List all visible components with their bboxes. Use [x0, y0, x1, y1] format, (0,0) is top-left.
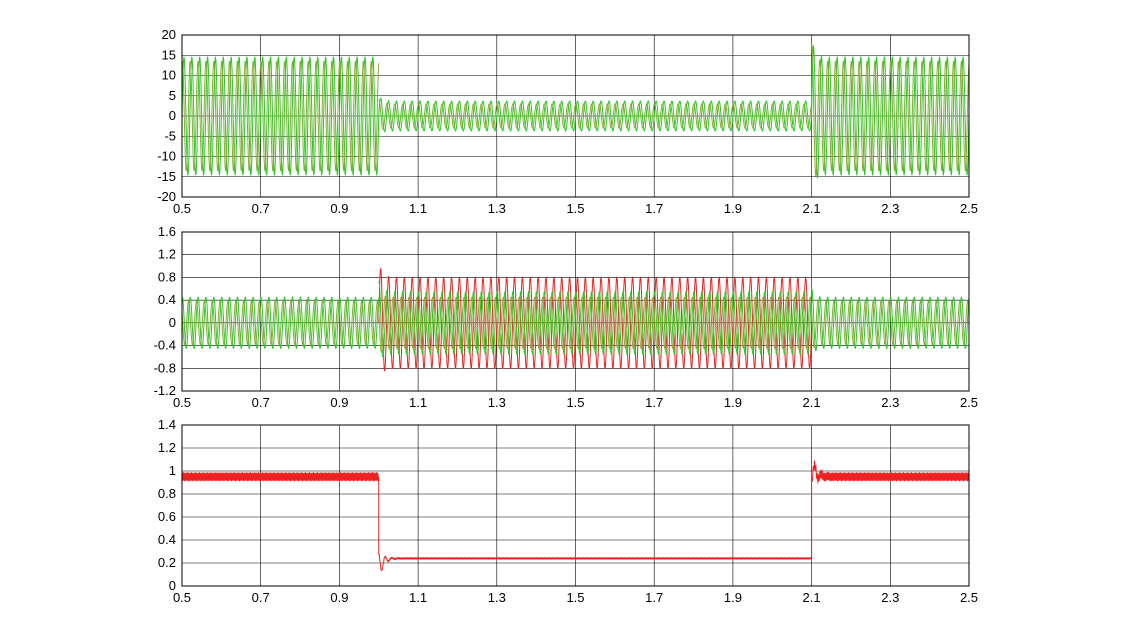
y-tick-label: 0 [169, 108, 176, 123]
y-tick-label: 15 [162, 47, 176, 62]
x-tick-label: 1.7 [645, 395, 663, 410]
x-tick-label: 1.1 [409, 201, 427, 216]
y-tick-label: 0 [169, 315, 176, 330]
x-tick-label: 2.1 [803, 395, 821, 410]
y-tick-label: 0.4 [158, 292, 176, 307]
x-tick-label: 1.1 [409, 590, 427, 605]
series-line-1 [182, 460, 969, 572]
y-tick-label: 0.4 [158, 532, 176, 547]
x-tick-label: 1.3 [488, 590, 506, 605]
plot-area [182, 42, 969, 179]
x-tick-label: 0.9 [330, 590, 348, 605]
x-tick-label: 0.5 [173, 395, 191, 410]
plot-frame [181, 424, 970, 587]
y-tick-label: 1.6 [158, 224, 176, 239]
y-tick-label: -1.2 [154, 383, 176, 398]
series-line-3 [182, 295, 969, 353]
y-tick-label: 1 [169, 463, 176, 478]
y-tick-label: 1.4 [158, 417, 176, 432]
x-tick-label: 2.5 [960, 201, 978, 216]
y-tick-label: -0.4 [154, 338, 176, 353]
plot-area [182, 267, 969, 372]
plot-frame [181, 34, 970, 198]
x-tick-label: 2.3 [881, 395, 899, 410]
x-tick-label: 1.5 [566, 201, 584, 216]
x-tick-label: 1.9 [724, 590, 742, 605]
x-tick-label: 1.3 [488, 201, 506, 216]
x-tick-label: 2.5 [960, 590, 978, 605]
x-tick-label: 1.5 [566, 590, 584, 605]
series-line-2 [182, 42, 969, 177]
y-tick-label: 0.8 [158, 486, 176, 501]
x-tick-label: 2.3 [881, 590, 899, 605]
chart-panel-1: 0.5 0.7 0.9 1.1 1.3 1.5 1.7 1.9 2.1 2.3 2.5 20 15 10 5… [157, 27, 978, 216]
plot-area [182, 460, 969, 572]
plot-frame [181, 231, 970, 392]
x-tick-label: 1.7 [645, 201, 663, 216]
y-tick-label: -15 [157, 169, 176, 184]
y-tick-label: 0.8 [158, 269, 176, 284]
x-tick-label: 1.9 [724, 201, 742, 216]
chart-panel-3: 0.5 0.7 0.9 1.1 1.3 1.5 1.7 1.9 2.1 2.3 2.5 1.4 1.2 1… [158, 417, 978, 605]
series-line-1 [378, 267, 813, 372]
x-tick-label: 0.5 [173, 201, 191, 216]
y-tick-label: 0.2 [158, 555, 176, 570]
y-tick-label: 0 [169, 578, 176, 593]
x-tick-label: 0.9 [330, 395, 348, 410]
x-tick-label: 0.9 [330, 201, 348, 216]
y-tick-label: 20 [162, 27, 176, 42]
y-tick-label: 0.6 [158, 509, 176, 524]
x-tick-label: 1.1 [409, 395, 427, 410]
x-tick-label: 1.7 [645, 590, 663, 605]
x-tick-label: 0.7 [252, 590, 270, 605]
y-tick-label: 5 [169, 88, 176, 103]
y-tick-label: 1.2 [158, 247, 176, 262]
x-tick-label: 2.5 [960, 395, 978, 410]
y-tick-label: 10 [162, 68, 176, 83]
y-tick-label: -10 [157, 149, 176, 164]
x-tick-label: 2.1 [803, 201, 821, 216]
x-tick-label: 0.7 [252, 201, 270, 216]
x-tick-label: 1.5 [566, 395, 584, 410]
chart-panels: 0.5 0.7 0.9 1.1 1.3 1.5 1.7 1.9 2.1 2.3 2.52015105… [154, 27, 978, 605]
series-line-2 [182, 280, 969, 358]
x-tick-label: 2.3 [881, 201, 899, 216]
x-tick-label: 1.9 [724, 395, 742, 410]
x-tick-label: 1.3 [488, 395, 506, 410]
x-tick-label: 0.7 [252, 395, 270, 410]
chart-panel-2: 0.5 0.7 0.9 1.1 1.3 1.5 1.7 1.9 2.1 2.3 2.5 1.6 1.2 0… [154, 224, 978, 410]
x-tick-label: 2.1 [803, 590, 821, 605]
y-tick-label: -0.8 [154, 360, 176, 375]
y-tick-label: -20 [157, 189, 176, 204]
y-tick-label: -5 [164, 128, 176, 143]
y-tick-label: 1.2 [158, 440, 176, 455]
x-tick-label: 0.5 [173, 590, 191, 605]
